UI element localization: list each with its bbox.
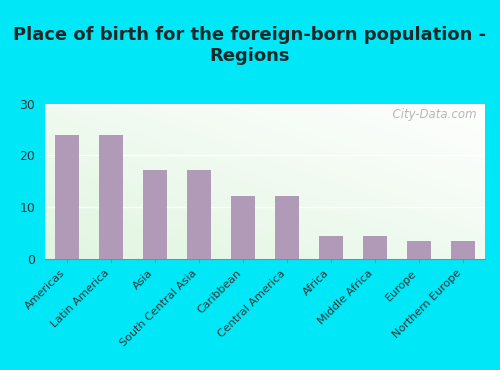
Bar	[407, 241, 431, 259]
Bar	[363, 236, 387, 259]
Bar	[55, 135, 79, 259]
Bar	[319, 236, 343, 259]
Bar	[231, 196, 255, 259]
Bar	[143, 170, 167, 259]
Bar	[99, 135, 123, 259]
Text: City-Data.com: City-Data.com	[384, 108, 476, 121]
Text: Place of birth for the foreign-born population -
Regions: Place of birth for the foreign-born popu…	[14, 26, 486, 65]
Bar	[187, 170, 211, 259]
Bar	[275, 196, 299, 259]
Bar	[451, 241, 475, 259]
